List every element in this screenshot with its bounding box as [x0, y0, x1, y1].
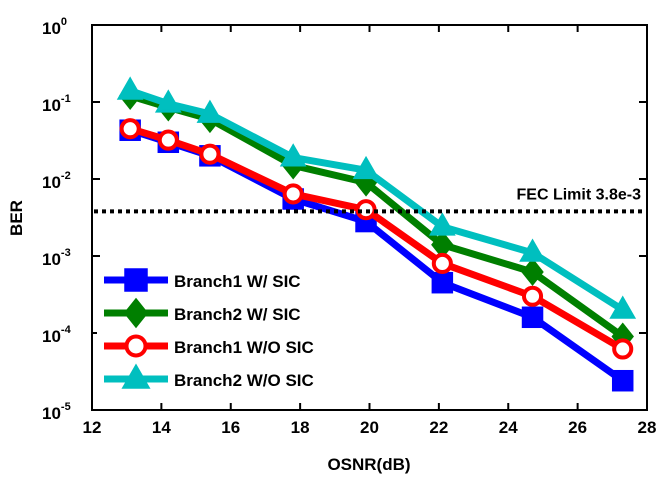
x-tick-label: 14	[152, 418, 171, 437]
data-point	[428, 212, 456, 236]
legend-item: Branch1 W/ SIC	[104, 268, 301, 292]
x-tick-label: 22	[429, 418, 448, 437]
x-tick-label: 28	[638, 418, 657, 437]
series-3	[119, 118, 634, 360]
legend-label: Branch2 W/O SIC	[174, 371, 314, 390]
data-point	[116, 76, 144, 100]
fec-limit-label: FEC Limit 3.8e-3	[517, 186, 642, 203]
data-point	[521, 285, 544, 307]
legend-marker	[124, 334, 148, 358]
x-axis: 12 14 16 18 20 22 24 26 28	[83, 25, 657, 437]
series-4	[116, 76, 637, 319]
y-tick-label: 100	[42, 16, 67, 38]
data-point	[154, 89, 182, 113]
data-point	[431, 252, 453, 275]
legend-label: Branch1 W/O SIC	[174, 338, 314, 357]
y-tick-label: 10-3	[42, 247, 71, 269]
data-point	[282, 183, 304, 205]
data-point	[157, 129, 179, 151]
legend-label: Branch2 W/ SIC	[174, 305, 301, 324]
data-point	[519, 238, 546, 262]
x-tick-label: 18	[291, 418, 310, 437]
data-point	[431, 271, 454, 294]
x-tick-label: 26	[568, 418, 587, 437]
data-point	[279, 143, 307, 167]
data-point	[352, 155, 380, 180]
data-point	[521, 257, 544, 287]
series-layer	[116, 76, 637, 392]
x-tick-label: 20	[360, 418, 379, 437]
legend: Branch1 W/ SIC Branch2 W/ SIC Branch1 W/O …	[97, 258, 362, 402]
y-axis-label: BER	[7, 200, 26, 236]
legend-item: Branch2 W/O SIC	[104, 363, 314, 390]
x-axis-label: OSNR(dB)	[327, 455, 410, 474]
legend-item: Branch2 W/ SIC	[104, 297, 301, 329]
legend-marker	[123, 297, 149, 329]
data-point	[611, 369, 634, 392]
data-point	[119, 118, 141, 140]
data-point	[612, 338, 634, 360]
y-axis: 100 10-1 10-2 10-3 10-4 10-5	[42, 16, 647, 423]
legend-marker	[124, 268, 148, 292]
data-point	[199, 143, 221, 165]
data-point	[196, 99, 224, 123]
legend-marker	[121, 363, 151, 389]
legend-item: Branch1 W/O SIC	[104, 334, 314, 358]
y-tick-label: 10-2	[42, 170, 71, 192]
x-tick-label: 12	[83, 418, 102, 437]
x-tick-label: 16	[221, 418, 240, 437]
data-point	[521, 306, 544, 329]
y-tick-label: 10-1	[42, 93, 71, 115]
y-tick-label: 10-4	[42, 324, 72, 346]
y-tick-label: 10-5	[42, 401, 71, 423]
data-point	[609, 295, 637, 319]
x-tick-label: 24	[499, 418, 518, 437]
legend-label: Branch1 W/ SIC	[174, 272, 301, 291]
